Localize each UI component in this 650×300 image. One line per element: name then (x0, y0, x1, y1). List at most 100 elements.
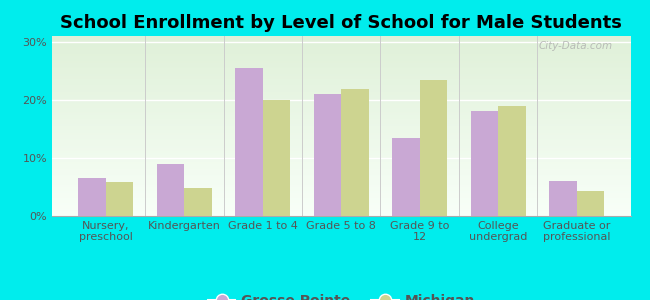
Bar (52, 56, 630, 58)
Bar (52, 187, 630, 189)
Bar (52, 193, 630, 194)
Bar (52, 205, 630, 207)
Bar (52, 58, 630, 59)
Bar (52, 151, 630, 153)
Bar (52, 146, 630, 148)
Bar (52, 95, 630, 97)
Bar (52, 110, 630, 112)
Bar (420, 80, 447, 216)
Bar (52, 178, 630, 180)
Bar (52, 54, 630, 56)
Bar (52, 164, 630, 166)
Bar (52, 94, 630, 95)
Bar (52, 155, 630, 157)
Bar (52, 167, 630, 169)
Bar (78, 178, 106, 216)
Bar (52, 171, 630, 173)
Bar (52, 76, 630, 77)
Bar (52, 202, 630, 203)
Bar (52, 203, 630, 205)
Bar (263, 100, 291, 216)
Bar (52, 160, 630, 162)
Bar (52, 74, 630, 76)
Bar (52, 124, 630, 126)
Bar (52, 128, 630, 130)
Bar (52, 191, 630, 193)
Bar (52, 38, 630, 40)
Bar (52, 88, 630, 90)
Bar (52, 196, 630, 198)
Bar (52, 140, 630, 142)
Bar (52, 50, 630, 52)
Bar (392, 138, 420, 216)
Bar (52, 169, 630, 171)
Bar (52, 175, 630, 176)
Bar (52, 148, 630, 149)
Bar (157, 164, 184, 216)
Bar (52, 63, 630, 65)
Bar (52, 68, 630, 70)
Bar (471, 112, 499, 216)
Bar (52, 49, 630, 50)
Bar (52, 115, 630, 117)
Bar (52, 139, 630, 140)
Bar (52, 158, 630, 160)
Bar (52, 117, 630, 119)
Bar (52, 90, 630, 92)
Bar (52, 106, 630, 108)
Bar (52, 61, 630, 63)
Bar (106, 182, 133, 216)
Bar (52, 144, 630, 146)
Bar (52, 43, 630, 45)
Bar (52, 142, 630, 144)
Bar (52, 194, 630, 196)
Bar (52, 45, 630, 47)
Text: City-Data.com: City-Data.com (539, 41, 613, 51)
Legend: Grosse Pointe, Michigan: Grosse Pointe, Michigan (202, 288, 480, 300)
Bar (52, 81, 630, 83)
Bar (52, 92, 630, 94)
Title: School Enrollment by Level of School for Male Students: School Enrollment by Level of School for… (60, 14, 622, 32)
Bar (52, 200, 630, 202)
Bar (52, 214, 630, 216)
Bar (52, 211, 630, 212)
Bar (52, 41, 630, 43)
Bar (52, 40, 630, 41)
Bar (52, 198, 630, 200)
Bar (52, 97, 630, 99)
Bar (52, 212, 630, 214)
Bar (52, 207, 630, 209)
Bar (52, 108, 630, 110)
Bar (52, 52, 630, 54)
Bar (52, 185, 630, 187)
Bar (52, 86, 630, 88)
Bar (52, 113, 630, 115)
Bar (52, 157, 630, 158)
Bar (52, 130, 630, 131)
Bar (549, 181, 577, 216)
Bar (52, 137, 630, 139)
Bar (52, 209, 630, 211)
Bar (52, 162, 630, 164)
Bar (52, 101, 630, 103)
Bar (52, 79, 630, 81)
Bar (52, 77, 630, 79)
Bar (314, 94, 341, 216)
Bar (341, 89, 369, 216)
Bar (52, 131, 630, 133)
Bar (52, 176, 630, 178)
Bar (52, 59, 630, 61)
Bar (52, 180, 630, 182)
Bar (52, 85, 630, 86)
Bar (184, 188, 212, 216)
Bar (52, 67, 630, 68)
Bar (52, 70, 630, 72)
Bar (52, 122, 630, 124)
Bar (52, 99, 630, 101)
Bar (52, 112, 630, 113)
Bar (52, 173, 630, 175)
Bar (52, 189, 630, 191)
Bar (577, 191, 604, 216)
Bar (52, 184, 630, 185)
Bar (52, 103, 630, 104)
